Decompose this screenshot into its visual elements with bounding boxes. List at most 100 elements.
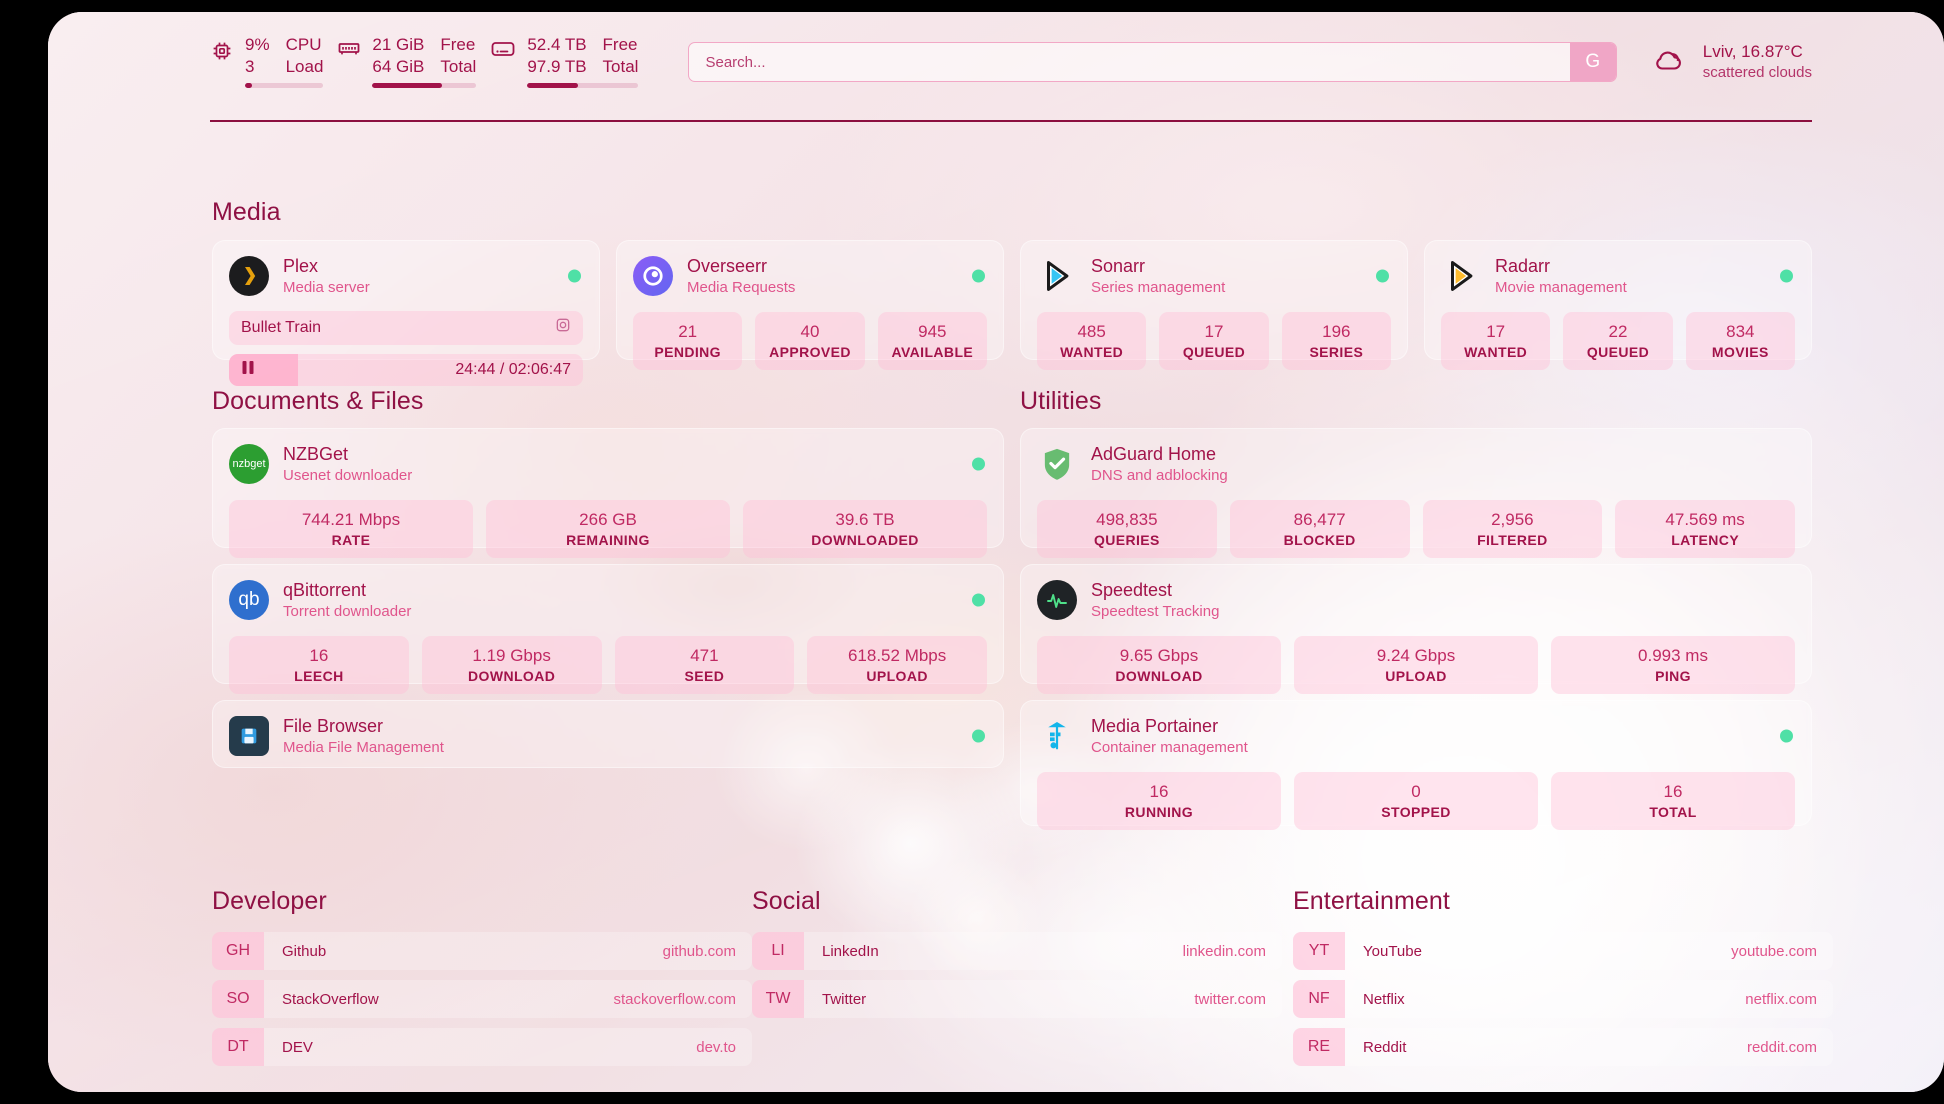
disk-usage-bar [527, 83, 639, 89]
app-card-speedtest[interactable]: Speedtest Speedtest Tracking 9.65 Gbps D… [1020, 564, 1812, 695]
app-card-overseerr[interactable]: Overseerr Media Requests 21 PENDING 40 A… [616, 240, 1004, 371]
stat-label: PING [1655, 668, 1691, 685]
stat-label: SERIES [1309, 344, 1364, 361]
stat-label: UPLOAD [866, 668, 928, 685]
bookmark-name: Netflix [1363, 990, 1405, 1008]
disk-icon [490, 39, 516, 64]
disk-usage-fill [527, 83, 579, 89]
stat-tile: 471 SEED [614, 635, 795, 695]
stat-label: PENDING [654, 344, 721, 361]
overseerr-icon [633, 256, 673, 297]
bookmark-linkedin[interactable]: LI LinkedIn linkedin.com [752, 932, 1282, 970]
stat-tile: 9.65 Gbps DOWNLOAD [1037, 635, 1281, 695]
stat-value: 86,477 [1293, 509, 1346, 529]
bookmark-netflix[interactable]: NF Netflix netflix.com [1293, 980, 1833, 1018]
cpu-label-bottom: Load [285, 57, 324, 77]
app-card-qbittorrent[interactable]: qb qBittorrent Torrent downloader 16 LEE… [212, 564, 1004, 695]
cast-icon[interactable] [555, 317, 571, 338]
bookmark-url: linkedin.com [1182, 942, 1266, 960]
app-description: Movie management [1495, 279, 1627, 297]
bookmark-twitter[interactable]: TW Twitter twitter.com [752, 980, 1282, 1018]
ram-label-top: Free [440, 35, 476, 54]
stat-value: 1.19 Gbps [472, 645, 551, 665]
bookmark-reddit[interactable]: RE Reddit reddit.com [1293, 1028, 1833, 1066]
stat-label: STOPPED [1381, 804, 1451, 821]
app-name: Media Portainer [1091, 716, 1219, 736]
status-indicator-online [1780, 269, 1793, 283]
stat-tile: 485 WANTED [1037, 311, 1147, 371]
stat-tile: 266 GB REMAINING [486, 499, 730, 559]
stat-label: AVAILABLE [891, 344, 974, 361]
search-input[interactable] [689, 43, 1570, 82]
stat-label: QUEUED [1182, 344, 1246, 361]
disk-value-bottom: 97.9 TB [527, 57, 587, 77]
dashboard-frame: 9% 3 CPU Load [48, 12, 1944, 1092]
stat-value: 16 [1663, 781, 1683, 801]
app-description: DNS and adblocking [1091, 467, 1228, 485]
resource-cpu: 9% 3 CPU Load [210, 34, 324, 90]
stat-tile: 22 QUEUED [1563, 311, 1673, 371]
stat-label: RUNNING [1124, 804, 1194, 821]
stat-label: SEED [684, 668, 725, 685]
stat-value: 17 [1486, 321, 1506, 341]
bookmark-url: stackoverflow.com [613, 990, 736, 1008]
app-card-adguard-home[interactable]: AdGuard Home DNS and adblocking 498,835 … [1020, 428, 1812, 559]
disk-label-top: Free [602, 35, 638, 54]
stat-tile: 945 AVAILABLE [877, 311, 987, 371]
app-card-nzbget[interactable]: nzbget NZBGet Usenet downloader 744.21 M… [212, 428, 1004, 559]
app-card-plex[interactable]: Plex Media server Bullet Train 24:44 [212, 240, 600, 386]
adguard-icon [1037, 444, 1077, 484]
cpu-usage-fill [245, 83, 253, 89]
app-description: Container management [1091, 739, 1248, 757]
stat-label: LEECH [294, 668, 344, 685]
stat-value: 22 [1608, 321, 1628, 341]
bookmark-url: twitter.com [1194, 990, 1266, 1008]
app-name: Plex [283, 256, 319, 276]
stat-value: 485 [1077, 321, 1106, 341]
stat-tile: 17 WANTED [1441, 311, 1551, 371]
stat-tile: 39.6 TB DOWNLOADED [743, 499, 987, 559]
bookmark-url: netflix.com [1745, 990, 1817, 1008]
stat-value: 16 [1149, 781, 1169, 801]
stat-tile: 40 APPROVED [755, 311, 865, 371]
bookmark-stackoverflow[interactable]: SO StackOverflow stackoverflow.com [212, 980, 752, 1018]
bookmark-youtube[interactable]: YT YouTube youtube.com [1293, 932, 1833, 970]
plex-icon [229, 256, 269, 297]
filebrowser-icon [229, 716, 269, 757]
app-name: Sonarr [1091, 256, 1146, 276]
pause-icon[interactable] [241, 360, 255, 380]
stat-label: LATENCY [1671, 532, 1740, 549]
bookmark-name: DEV [282, 1038, 313, 1056]
bookmark-name: Twitter [822, 990, 867, 1008]
resource-memory: 21 GiB 64 GiB Free Total [337, 34, 477, 90]
ram-label-bottom: Total [440, 57, 477, 77]
bookmark-url: github.com [662, 942, 736, 960]
section-title-entertainment: Entertainment [1293, 887, 1450, 915]
app-card-sonarr[interactable]: Sonarr Series management 485 WANTED 17 Q… [1020, 240, 1408, 371]
app-card-file-browser[interactable]: File Browser Media File Management [212, 700, 1004, 768]
cpu-label-top: CPU [285, 35, 322, 54]
bookmark-name: Github [282, 942, 327, 960]
search-bar[interactable]: G [688, 42, 1617, 83]
stat-value: 39.6 TB [835, 509, 895, 529]
search-engine-button[interactable]: G [1569, 43, 1616, 82]
now-playing-progress[interactable]: 24:44 / 02:06:47 [229, 353, 583, 386]
stat-value: 17 [1204, 321, 1224, 341]
cpu-value-bottom: 3 [245, 57, 255, 77]
app-description: Speedtest Tracking [1091, 603, 1220, 621]
app-card-media-portainer[interactable]: Media Portainer Container management 16 … [1020, 700, 1812, 831]
nzbget-icon: nzbget [229, 444, 269, 485]
bookmark-abbr: DT [212, 1028, 264, 1066]
app-card-radarr[interactable]: Radarr Movie management 17 WANTED 22 QUE… [1424, 240, 1812, 371]
cloud-icon [1651, 46, 1689, 79]
bookmark-github[interactable]: GH Github github.com [212, 932, 752, 970]
weather-widget[interactable]: Lviv, 16.87°C scattered clouds [1651, 41, 1812, 83]
stat-value: 945 [918, 321, 947, 341]
stat-tile: 834 MOVIES [1685, 311, 1795, 371]
stat-label: DOWNLOAD [468, 668, 556, 685]
status-indicator-online [972, 269, 985, 283]
ram-icon [337, 39, 361, 62]
bookmark-dev[interactable]: DT DEV dev.to [212, 1028, 752, 1066]
stat-label: QUERIES [1093, 532, 1160, 549]
stat-tile: 17 QUEUED [1159, 311, 1269, 371]
